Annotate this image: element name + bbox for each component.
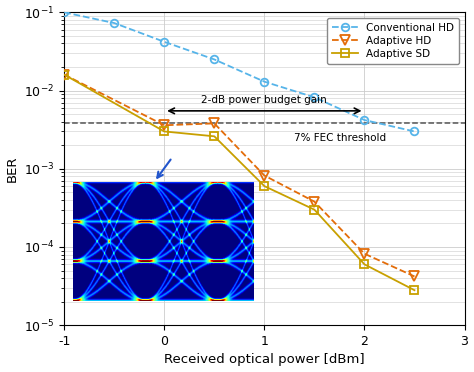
Adaptive SD [311, 208, 317, 212]
Adaptive HD [211, 121, 217, 126]
Conventional HD [61, 10, 67, 15]
Adaptive SD [61, 73, 67, 77]
Line: Adaptive SD: Adaptive SD [60, 71, 418, 294]
Text: 2-dB power budget gain: 2-dB power budget gain [201, 95, 327, 105]
Conventional HD [311, 95, 317, 100]
Adaptive HD [362, 251, 367, 256]
Adaptive HD [162, 123, 167, 128]
Y-axis label: BER: BER [6, 155, 18, 182]
Adaptive SD [362, 262, 367, 267]
X-axis label: Received optical power [dBm]: Received optical power [dBm] [164, 353, 365, 366]
Adaptive SD [211, 134, 217, 138]
Adaptive HD [411, 274, 417, 279]
Conventional HD [111, 21, 117, 25]
Adaptive HD [61, 73, 67, 77]
Adaptive HD [262, 173, 267, 178]
Line: Conventional HD: Conventional HD [60, 9, 418, 135]
Adaptive SD [411, 288, 417, 292]
Conventional HD [262, 79, 267, 84]
Conventional HD [362, 118, 367, 122]
Conventional HD [411, 129, 417, 134]
Text: 7% FEC threshold: 7% FEC threshold [294, 132, 386, 142]
Adaptive SD [162, 129, 167, 134]
Legend: Conventional HD, Adaptive HD, Adaptive SD: Conventional HD, Adaptive HD, Adaptive S… [327, 17, 459, 64]
Conventional HD [211, 57, 217, 62]
Line: Adaptive HD: Adaptive HD [59, 70, 419, 281]
Adaptive HD [311, 199, 317, 204]
Adaptive SD [262, 184, 267, 188]
Conventional HD [162, 39, 167, 44]
